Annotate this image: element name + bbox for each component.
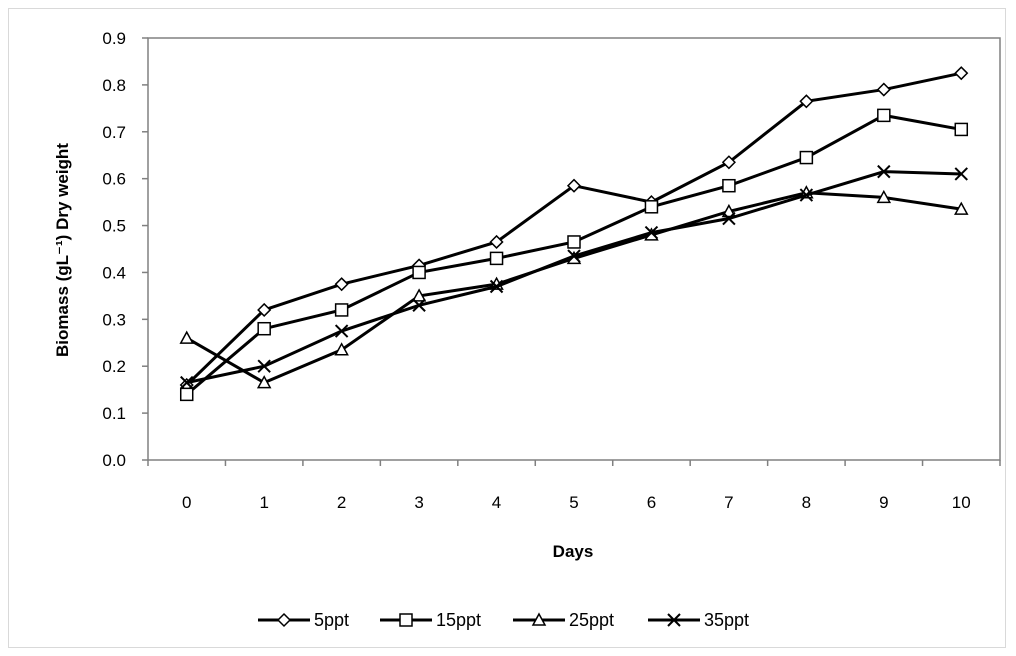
data-point-15ppt bbox=[799, 150, 814, 165]
x-marker-stroke bbox=[644, 225, 659, 240]
data-point-35ppt bbox=[489, 279, 504, 294]
x-axis-ticks: 0 1 2 3 4 5 6 7 8 9 10 bbox=[147, 460, 1001, 512]
data-point-5ppt bbox=[257, 302, 272, 318]
x-tick-label: 4 bbox=[492, 493, 501, 512]
x-marker-stroke bbox=[412, 298, 426, 312]
data-point-5ppt bbox=[334, 277, 349, 292]
x-tick-label: 8 bbox=[802, 493, 811, 512]
data-point-15ppt bbox=[334, 303, 349, 317]
y-tick-label: 0.2 bbox=[102, 357, 126, 376]
x-marker-stroke bbox=[334, 324, 349, 338]
data-point-15ppt bbox=[179, 387, 194, 402]
series-5ppt bbox=[179, 66, 969, 393]
legend-item-35ppt: 35ppt bbox=[648, 610, 749, 630]
data-point-15ppt bbox=[877, 108, 891, 123]
y-tick-label: 0.4 bbox=[102, 263, 126, 282]
x-marker-stroke bbox=[257, 359, 271, 373]
x-marker-stroke bbox=[567, 249, 581, 263]
data-point-25ppt bbox=[876, 189, 892, 204]
series-15ppt bbox=[179, 108, 969, 402]
data-point-15ppt bbox=[644, 200, 659, 214]
x-marker-stroke bbox=[799, 188, 814, 202]
data-point-15ppt bbox=[412, 265, 426, 280]
y-tick-label: 0.9 bbox=[102, 29, 126, 48]
legend-label: 15ppt bbox=[436, 610, 481, 630]
y-tick-label: 0.6 bbox=[102, 170, 126, 189]
data-point-25ppt bbox=[721, 203, 737, 218]
y-tick-label: 0.0 bbox=[102, 451, 126, 470]
series-line-25ppt bbox=[185, 191, 962, 385]
data-point-35ppt bbox=[257, 359, 271, 373]
data-point-35ppt bbox=[412, 298, 426, 312]
data-point-5ppt bbox=[799, 94, 814, 109]
plot-border bbox=[147, 37, 1001, 461]
data-point-35ppt bbox=[799, 188, 814, 202]
x-tick-label: 6 bbox=[647, 493, 656, 512]
data-point-35ppt bbox=[567, 249, 581, 263]
data-point-35ppt bbox=[180, 375, 194, 390]
data-point-15ppt bbox=[954, 122, 969, 137]
data-point-5ppt bbox=[721, 155, 736, 170]
legend-label: 25ppt bbox=[569, 610, 614, 630]
data-point-25ppt bbox=[256, 375, 272, 389]
data-point-15ppt bbox=[257, 321, 271, 336]
x-tick-label: 2 bbox=[337, 493, 346, 512]
data-point-25ppt bbox=[411, 288, 427, 302]
x-marker-stroke bbox=[667, 613, 681, 627]
x-tick-label: 3 bbox=[414, 493, 423, 512]
data-point-15ppt bbox=[489, 251, 504, 266]
x-marker-stroke bbox=[489, 279, 504, 294]
legend: 5ppt 15ppt 25ppt 35ppt bbox=[258, 610, 749, 630]
legend-item-15ppt: 15ppt bbox=[380, 610, 481, 630]
data-point-25ppt bbox=[179, 330, 194, 344]
legend-label: 5ppt bbox=[314, 610, 349, 630]
data-point-5ppt bbox=[566, 178, 582, 193]
y-axis-ticks: 0.0 0.1 0.2 0.3 0.4 0.5 0.6 0.7 0.8 0.9 bbox=[102, 29, 148, 470]
data-point-5ppt bbox=[876, 82, 891, 97]
x-marker-stroke bbox=[954, 167, 968, 181]
data-point-35ppt bbox=[954, 167, 968, 181]
x-tick-label: 1 bbox=[259, 493, 268, 512]
data-point-25ppt bbox=[334, 342, 349, 356]
data-point-25ppt bbox=[954, 201, 969, 215]
y-tick-label: 0.3 bbox=[102, 310, 126, 329]
series-layer bbox=[179, 66, 969, 402]
x-tick-label: 10 bbox=[952, 493, 971, 512]
data-point-35ppt bbox=[334, 324, 349, 338]
data-point-35ppt bbox=[877, 164, 891, 179]
x-tick-label: 5 bbox=[569, 493, 578, 512]
data-point-35ppt bbox=[722, 211, 736, 226]
chart-frame bbox=[8, 8, 1006, 648]
plot-area bbox=[147, 37, 1001, 461]
legend-marker-5ppt bbox=[276, 612, 292, 628]
y-tick-label: 0.7 bbox=[102, 123, 126, 142]
series-line-35ppt bbox=[186, 170, 962, 385]
data-point-15ppt bbox=[567, 235, 581, 249]
legend-marker-25ppt bbox=[531, 612, 547, 626]
legend-label: 35ppt bbox=[704, 610, 749, 630]
series-25ppt bbox=[179, 185, 969, 389]
y-tick-label: 0.8 bbox=[102, 76, 126, 95]
x-marker-stroke bbox=[877, 164, 891, 179]
y-tick-label: 0.5 bbox=[102, 217, 126, 236]
x-marker-stroke bbox=[180, 375, 194, 390]
y-axis-title: Biomass (gL⁻¹) Dry weight bbox=[53, 143, 72, 357]
series-35ppt bbox=[180, 164, 968, 390]
legend-marker-15ppt bbox=[399, 613, 413, 627]
x-marker-stroke bbox=[722, 211, 736, 226]
data-point-15ppt bbox=[722, 178, 736, 193]
x-tick-label: 7 bbox=[724, 493, 733, 512]
legend-item-25ppt: 25ppt bbox=[513, 610, 614, 630]
data-point-5ppt bbox=[954, 66, 969, 81]
series-line-5ppt bbox=[185, 71, 962, 387]
y-tick-label: 0.1 bbox=[102, 404, 126, 423]
legend-item-5ppt: 5ppt bbox=[258, 610, 349, 630]
legend-marker-35ppt bbox=[667, 613, 681, 627]
data-point-5ppt bbox=[489, 234, 504, 250]
x-axis-title: Days bbox=[553, 542, 594, 561]
data-point-35ppt bbox=[644, 225, 659, 240]
x-tick-label: 0 bbox=[182, 493, 191, 512]
x-tick-label: 9 bbox=[879, 493, 888, 512]
